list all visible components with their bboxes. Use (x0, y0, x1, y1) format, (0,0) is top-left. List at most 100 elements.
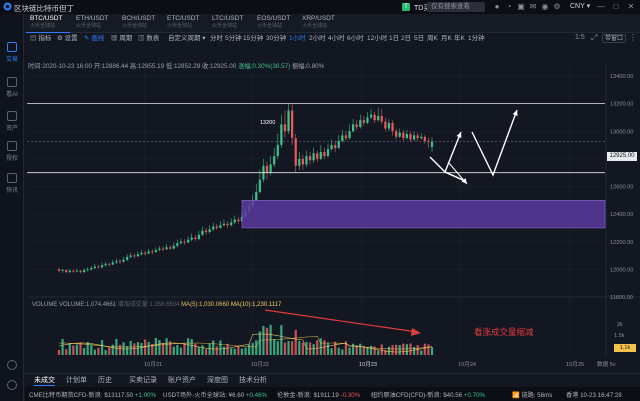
period-4[interactable]: 1小时 (289, 35, 306, 42)
date-tick-5: 10月25 (566, 362, 585, 368)
sidebar-settings[interactable] (0, 380, 24, 392)
period-11[interactable]: 5日 (414, 35, 425, 42)
tab-account-assets[interactable]: 账户资产 (168, 377, 196, 384)
close-icon[interactable]: ✕ (627, 2, 635, 11)
volume-bar (187, 338, 190, 355)
period-7[interactable]: 6小时 (347, 35, 364, 42)
tab-bch-usdt[interactable]: BCH/USDT 火币全球站 (122, 15, 156, 29)
volume-bar (136, 342, 140, 355)
ohlc-info: 时间:2020-10-23 16:00 开:12886.44 高:12955.1… (28, 63, 325, 70)
price-chart[interactable]: 13400.0013200.0013000.0012800.0012600.00… (25, 45, 640, 401)
layout-icon[interactable]: ▣ (517, 2, 525, 11)
bottom-tabs-bar (25, 373, 640, 385)
tab-xrp-usdt[interactable]: XRP/USDT 火币全球站 (302, 15, 335, 29)
candle-body (72, 270, 75, 272)
volume-tick-2k: 2k (617, 322, 623, 328)
volume-bar (104, 349, 107, 355)
candle-body (337, 140, 340, 148)
tab-history[interactable]: 历史 (98, 377, 112, 384)
tab-depth-chart[interactable]: 深度图 (207, 377, 228, 384)
expand-icon[interactable]: ⤢ (591, 33, 598, 42)
volume-bar (158, 339, 161, 355)
sidebar-item-assets[interactable]: 资产 (0, 111, 24, 132)
maximize-icon[interactable]: □ (613, 2, 619, 11)
volume-bar (430, 347, 434, 355)
candle-body (280, 124, 283, 146)
volume-bar (154, 338, 157, 355)
symbol-tabs-bar (25, 14, 640, 33)
tab-eth-usdt[interactable]: ETH/USDT 火币全球站 (76, 15, 109, 29)
candle-body (412, 135, 416, 140)
tab-ltc-usdt[interactable]: LTC/USDT 火币全球站 (212, 15, 244, 29)
settings-button[interactable]: ⚙ 设置 (57, 35, 78, 42)
candle-body (176, 243, 179, 246)
sidebar-item-trade[interactable]: 交易 (0, 42, 24, 63)
sidebar-item-auth[interactable]: 授权 (0, 141, 24, 162)
volume-bar (291, 341, 294, 355)
period-3[interactable]: 30分钟 (266, 35, 287, 42)
price-tick-label: 11800.00 (610, 295, 633, 301)
tab-open-orders[interactable]: 未成交 (34, 377, 55, 386)
mail-icon[interactable]: ✉ (529, 2, 537, 11)
minimize-icon[interactable]: — (597, 2, 605, 11)
period-13[interactable]: 月K (441, 35, 452, 42)
draw-line-button[interactable]: ✎ 画线 (84, 35, 105, 42)
tab-etc-usdt[interactable]: ETC/USDT 火币全球站 (167, 15, 200, 29)
period-button[interactable]: ▦ 周期 (111, 35, 133, 42)
candle-body (197, 234, 200, 239)
volume-bar (276, 341, 279, 355)
sidebar-vip[interactable] (0, 360, 24, 372)
ticker-cme[interactable]: CME比特币期货CFD-新浪: $13117.50 +1.00% (29, 392, 156, 399)
tab-technical-analysis[interactable]: 技术分析 (239, 377, 267, 384)
sidebar-item-news[interactable]: 快讯 (0, 173, 24, 194)
candle-body (283, 124, 287, 132)
volume-bar (362, 346, 365, 355)
custom-period-button[interactable]: 自定义周期 ▾ (168, 35, 206, 42)
tab-btc-usdt[interactable]: BTC/USDT 火币全球站 (26, 14, 70, 33)
period-6[interactable]: 4小时 (328, 35, 345, 42)
ticker-gold[interactable]: 伦敦金-新浪: $1911.19 -0.30% (277, 392, 361, 399)
price-tick-label: 12600.00 (610, 185, 633, 191)
period-2[interactable]: 15分钟 (243, 35, 264, 42)
chat-icon[interactable]: ◉ (541, 2, 549, 11)
data-table-button[interactable]: ▥ 数表 (138, 35, 160, 42)
candle-body (158, 248, 161, 251)
candle-body (366, 117, 369, 123)
candle-body (183, 241, 186, 243)
settings-gear-icon[interactable]: ⚙ (553, 2, 561, 11)
volume-bar (420, 350, 423, 355)
window-mode-button[interactable]: 带窗口 (602, 34, 626, 43)
data-mode-label[interactable]: 数据 5v (597, 362, 616, 368)
candle-body (115, 261, 118, 263)
period-10[interactable]: 2日 (401, 35, 412, 42)
volume-bar (82, 348, 86, 355)
period-14[interactable]: 年K (454, 35, 465, 42)
period-5[interactable]: 2小时 (309, 35, 326, 42)
period-0[interactable]: 分时 (210, 35, 223, 42)
more-icon[interactable]: ⋮ (629, 33, 637, 42)
volume-bar (405, 344, 409, 355)
volume-bar (197, 347, 200, 355)
ticker-crude-oil[interactable]: 纽约原油CFD(CFD)-新浪: $40.56 +0.70% (371, 392, 486, 399)
period-8[interactable]: 12小时 (367, 35, 388, 42)
user-icon[interactable]: ● (494, 2, 500, 11)
tab-trade-records[interactable]: 买卖记录 (129, 377, 157, 384)
period-1[interactable]: 5分钟 (225, 35, 242, 42)
ticker-usdt-otc[interactable]: USDT场外-火币全球站: ¥6.60 +0.46% (163, 392, 268, 399)
zoom-level[interactable]: 1:5 (575, 34, 585, 41)
td-buy-icon[interactable]: T (402, 3, 410, 11)
indicator-button[interactable]: ▤ 指标 (30, 35, 52, 42)
tab-plan-orders[interactable]: 计划单 (66, 377, 87, 384)
sidebar-item-watch[interactable]: 看AI (0, 77, 24, 98)
period-12[interactable]: 周K (427, 35, 438, 42)
period-9[interactable]: 1日 (389, 35, 400, 42)
bell-icon[interactable]: ◔ (506, 2, 512, 11)
demand-zone (241, 200, 606, 229)
currency-select[interactable]: CNY ▾ (570, 3, 591, 10)
period-15[interactable]: 1分钟 (468, 35, 485, 42)
td-buy-label[interactable]: TD买入 (414, 5, 438, 12)
candle-body (341, 135, 344, 141)
tab-eos-usdt[interactable]: EOS/USDT 火币全球站 (257, 15, 291, 29)
search-input[interactable]: 仅有搜索查看 (427, 2, 485, 12)
chart-icon (7, 42, 17, 52)
